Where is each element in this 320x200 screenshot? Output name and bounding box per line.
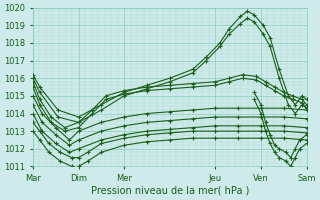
X-axis label: Pression niveau de la mer( hPa ): Pression niveau de la mer( hPa ) [91,186,249,196]
